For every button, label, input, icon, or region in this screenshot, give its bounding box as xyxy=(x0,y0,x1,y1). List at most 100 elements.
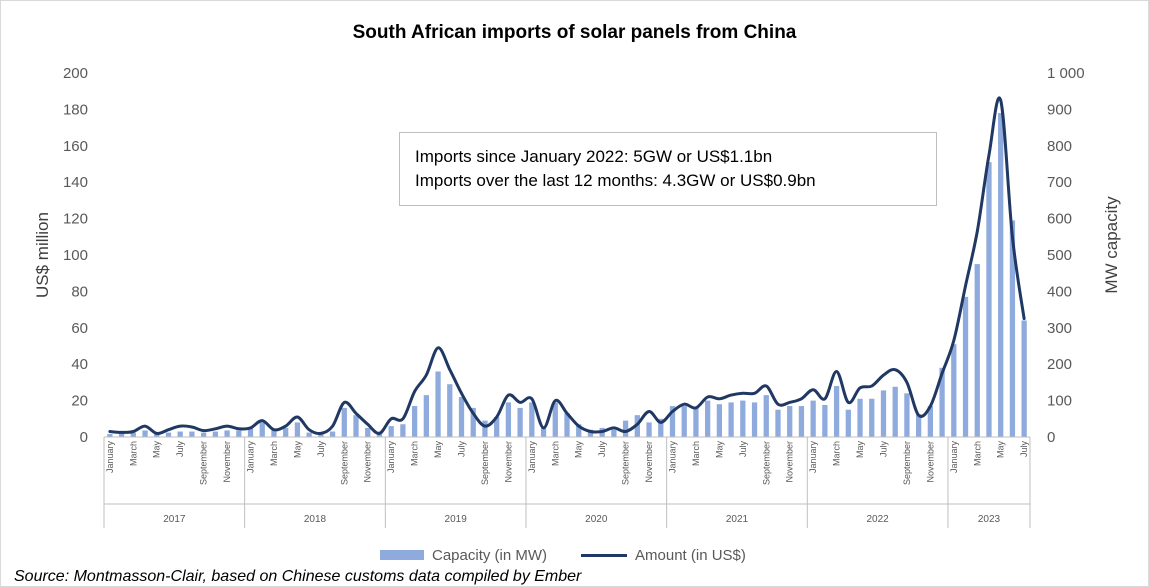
capacity-bar xyxy=(693,407,699,437)
x-month-label: July xyxy=(1019,441,1029,458)
capacity-bar xyxy=(482,420,488,437)
x-year-label: 2018 xyxy=(304,514,327,525)
capacity-bar xyxy=(529,402,535,437)
x-month-label: September xyxy=(761,441,771,485)
x-month-label: September xyxy=(339,441,349,485)
capacity-bar xyxy=(283,427,289,437)
annotation-line-2: Imports over the last 12 months: 4.3GW o… xyxy=(415,171,816,190)
capacity-bar xyxy=(189,431,195,437)
capacity-bar xyxy=(751,402,758,437)
y2-tick-label: 0 xyxy=(1047,429,1055,446)
capacity-bar xyxy=(646,422,652,437)
capacity-bar xyxy=(681,406,687,437)
legend-swatch-line xyxy=(581,553,628,557)
y-tick-label: 60 xyxy=(71,320,88,337)
capacity-bar xyxy=(916,414,922,437)
capacity-bar xyxy=(869,398,875,437)
annotation-line-1: Imports since January 2022: 5GW or US$1.… xyxy=(415,147,773,166)
capacity-bar xyxy=(904,393,910,437)
x-month-label: January xyxy=(527,441,537,474)
y2-tick-label: 1 000 xyxy=(1047,65,1085,82)
capacity-bar xyxy=(130,432,136,437)
y2-tick-label: 400 xyxy=(1047,283,1072,300)
y-axis-title: US$ million xyxy=(33,212,52,298)
capacity-bar xyxy=(1021,320,1027,437)
x-year-label: 2020 xyxy=(585,514,608,525)
capacity-bar xyxy=(962,296,969,437)
y-tick-label: 100 xyxy=(63,247,88,264)
capacity-bar xyxy=(259,422,265,437)
x-month-label: May xyxy=(433,441,443,459)
capacity-bar xyxy=(951,344,957,437)
x-month-label: November xyxy=(785,441,795,483)
legend: Capacity (in MW) Amount (in US$) xyxy=(380,545,780,565)
capacity-bar xyxy=(200,432,207,437)
capacity-bar xyxy=(505,402,512,437)
capacity-bar xyxy=(552,402,558,437)
capacity-bar xyxy=(447,384,453,437)
x-month-label: January xyxy=(808,441,818,474)
x-month-label: January xyxy=(949,441,959,474)
legend-swatch-bar xyxy=(380,550,424,560)
x-month-label: July xyxy=(316,441,326,458)
y2-tick-label: 500 xyxy=(1047,247,1072,264)
x-month-label: March xyxy=(972,441,982,466)
x-month-label: March xyxy=(269,441,279,466)
y2-tick-label: 100 xyxy=(1047,393,1072,410)
capacity-bar xyxy=(435,371,441,437)
x-month-label: November xyxy=(363,441,373,483)
capacity-bar xyxy=(329,431,336,437)
capacity-bar xyxy=(787,406,793,437)
capacity-bar xyxy=(224,430,230,437)
x-month-label: May xyxy=(574,441,584,459)
capacity-bar xyxy=(857,398,863,437)
capacity-bar xyxy=(716,404,723,437)
capacity-bar xyxy=(107,434,113,437)
x-month-label: July xyxy=(878,441,888,458)
capacity-bar xyxy=(986,162,992,437)
legend-label-capacity: Capacity (in MW) xyxy=(432,546,548,564)
x-month-label: March xyxy=(410,441,420,466)
x-year-label: 2021 xyxy=(726,514,749,525)
x-month-label: March xyxy=(691,441,701,466)
capacity-bar xyxy=(775,409,781,437)
capacity-bar xyxy=(341,407,347,437)
x-month-label: July xyxy=(738,441,748,458)
y-tick-label: 120 xyxy=(63,211,88,228)
capacity-bar xyxy=(798,406,805,437)
capacity-bar xyxy=(763,395,769,437)
x-month-label: May xyxy=(292,441,302,459)
capacity-bar xyxy=(939,367,945,437)
y-tick-label: 80 xyxy=(71,283,88,300)
x-month-label: March xyxy=(128,441,138,466)
capacity-bar xyxy=(388,426,394,437)
capacity-bar xyxy=(154,433,160,437)
capacity-bar xyxy=(998,113,1004,437)
x-month-label: September xyxy=(199,441,209,485)
capacity-bar xyxy=(177,431,183,437)
y-tick-label: 180 xyxy=(63,101,88,118)
capacity-bar xyxy=(845,409,851,437)
capacity-bar xyxy=(517,407,523,437)
x-month-label: September xyxy=(480,441,490,485)
y2-tick-label: 300 xyxy=(1047,320,1072,337)
legend-label-amount: Amount (in US$) xyxy=(635,546,746,564)
x-year-label: 2022 xyxy=(866,514,889,525)
capacity-bar xyxy=(212,431,218,437)
x-month-label: May xyxy=(996,441,1006,459)
capacity-bar xyxy=(880,390,887,437)
x-month-label: July xyxy=(175,441,185,458)
x-month-label: November xyxy=(222,441,232,483)
x-year-label: 2017 xyxy=(163,514,186,525)
chart-title: South African imports of solar panels fr… xyxy=(352,22,797,43)
capacity-bar xyxy=(306,432,312,437)
capacity-bar xyxy=(458,396,465,437)
y-tick-label: 200 xyxy=(63,65,88,82)
x-month-label: July xyxy=(457,441,467,458)
annotation-box: Imports since January 2022: 5GW or US$1.… xyxy=(399,132,937,206)
capacity-bar xyxy=(400,424,406,437)
x-month-label: January xyxy=(667,441,677,474)
capacity-bar xyxy=(974,264,980,437)
y2-tick-label: 800 xyxy=(1047,138,1072,155)
